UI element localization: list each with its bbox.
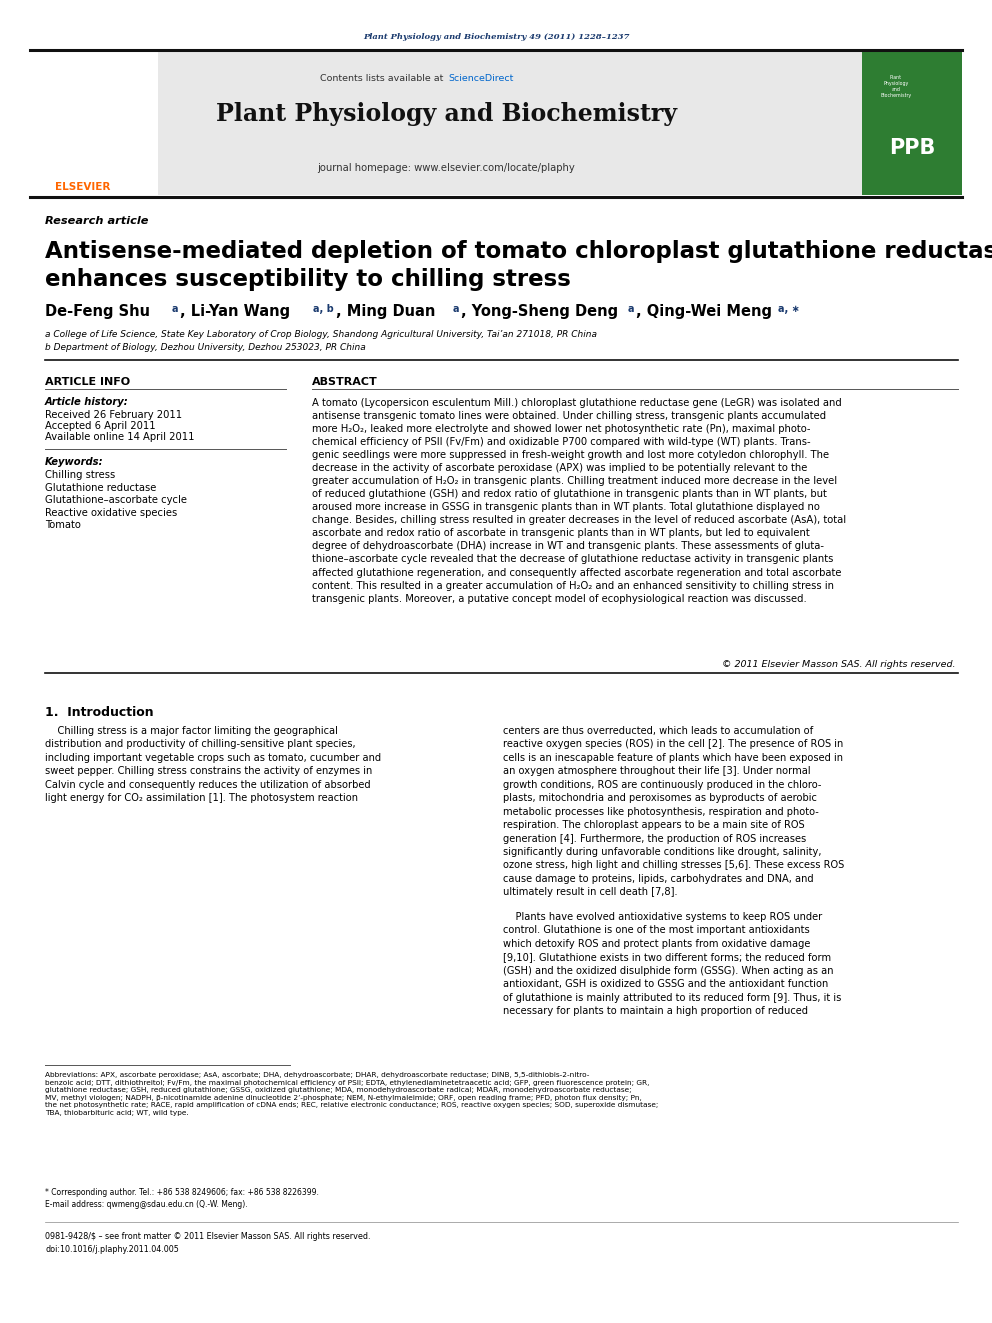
Text: Chilling stress is a major factor limiting the geographical
distribution and pro: Chilling stress is a major factor limiti… [45, 726, 381, 803]
Text: Received 26 February 2011: Received 26 February 2011 [45, 410, 183, 419]
Text: ARTICLE INFO: ARTICLE INFO [45, 377, 130, 388]
Text: Glutathione–ascorbate cycle: Glutathione–ascorbate cycle [45, 495, 187, 505]
Text: ELSEVIER: ELSEVIER [56, 183, 111, 192]
Bar [30, 52, 862, 194]
Text: Abbreviations: APX, ascorbate peroxidase; AsA, ascorbate; DHA, dehydroascorbate;: Abbreviations: APX, ascorbate peroxidase… [45, 1072, 659, 1117]
Text: Reactive oxidative species: Reactive oxidative species [45, 508, 178, 517]
Text: Plant Physiology and Biochemistry: Plant Physiology and Biochemistry [215, 102, 677, 126]
Text: Keywords:: Keywords: [45, 456, 103, 467]
Text: centers are thus overreducted, which leads to accumulation of
reactive oxygen sp: centers are thus overreducted, which lea… [503, 726, 844, 897]
Text: A tomato (Lycopersicon esculentum Mill.) chloroplast glutathione reductase gene : A tomato (Lycopersicon esculentum Mill.)… [312, 398, 846, 603]
Text: enhances susceptibility to chilling stress: enhances susceptibility to chilling stre… [45, 269, 570, 291]
Text: E-mail address: qwmeng@sdau.edu.cn (Q.-W. Meng).: E-mail address: qwmeng@sdau.edu.cn (Q.-W… [45, 1200, 248, 1209]
Text: ABSTRACT: ABSTRACT [312, 377, 378, 388]
Text: Chilling stress: Chilling stress [45, 470, 115, 480]
Text: doi:10.1016/j.plaphy.2011.04.005: doi:10.1016/j.plaphy.2011.04.005 [45, 1245, 179, 1254]
Text: 0981-9428/$ – see front matter © 2011 Elsevier Masson SAS. All rights reserved.: 0981-9428/$ – see front matter © 2011 El… [45, 1232, 370, 1241]
Text: a: a [628, 304, 635, 314]
Text: Accepted 6 April 2011: Accepted 6 April 2011 [45, 421, 156, 431]
Text: , Li-Yan Wang: , Li-Yan Wang [180, 304, 290, 319]
Text: journal homepage: www.elsevier.com/locate/plaphy: journal homepage: www.elsevier.com/locat… [317, 163, 575, 173]
Text: a: a [453, 304, 459, 314]
Text: , Qing-Wei Meng: , Qing-Wei Meng [636, 304, 772, 319]
Text: Plant
Physiology
and
Biochemistry: Plant Physiology and Biochemistry [881, 75, 912, 98]
Text: b Department of Biology, Dezhou University, Dezhou 253023, PR China: b Department of Biology, Dezhou Universi… [45, 343, 366, 352]
Text: a College of Life Science, State Key Laboratory of Crop Biology, Shandong Agricu: a College of Life Science, State Key Lab… [45, 329, 597, 339]
Text: Research article: Research article [45, 216, 149, 226]
Bar [862, 52, 962, 194]
Text: De-Feng Shu: De-Feng Shu [45, 304, 150, 319]
Text: PPB: PPB [889, 138, 935, 157]
Text: Glutathione reductase: Glutathione reductase [45, 483, 157, 492]
Text: ScienceDirect: ScienceDirect [448, 74, 514, 83]
Bar [30, 52, 158, 194]
Text: © 2011 Elsevier Masson SAS. All rights reserved.: © 2011 Elsevier Masson SAS. All rights r… [721, 660, 955, 669]
Text: a: a [172, 304, 179, 314]
Text: , Ming Duan: , Ming Duan [336, 304, 435, 319]
Text: Tomato: Tomato [45, 520, 81, 531]
Text: * Corresponding author. Tel.: +86 538 8249606; fax: +86 538 8226399.: * Corresponding author. Tel.: +86 538 82… [45, 1188, 318, 1197]
Text: 1.  Introduction: 1. Introduction [45, 706, 154, 718]
Text: Antisense-mediated depletion of tomato chloroplast glutathione reductase: Antisense-mediated depletion of tomato c… [45, 239, 992, 263]
Text: Plants have evolved antioxidative systems to keep ROS under
control. Glutathione: Plants have evolved antioxidative system… [503, 912, 841, 1016]
Text: a, ∗: a, ∗ [778, 304, 800, 314]
Text: , Yong-Sheng Deng: , Yong-Sheng Deng [461, 304, 618, 319]
Text: Available online 14 April 2011: Available online 14 April 2011 [45, 433, 194, 442]
Text: Plant Physiology and Biochemistry 49 (2011) 1228–1237: Plant Physiology and Biochemistry 49 (20… [363, 33, 629, 41]
Text: Article history:: Article history: [45, 397, 129, 407]
Text: Contents lists available at: Contents lists available at [319, 74, 446, 83]
Text: a, b: a, b [313, 304, 333, 314]
